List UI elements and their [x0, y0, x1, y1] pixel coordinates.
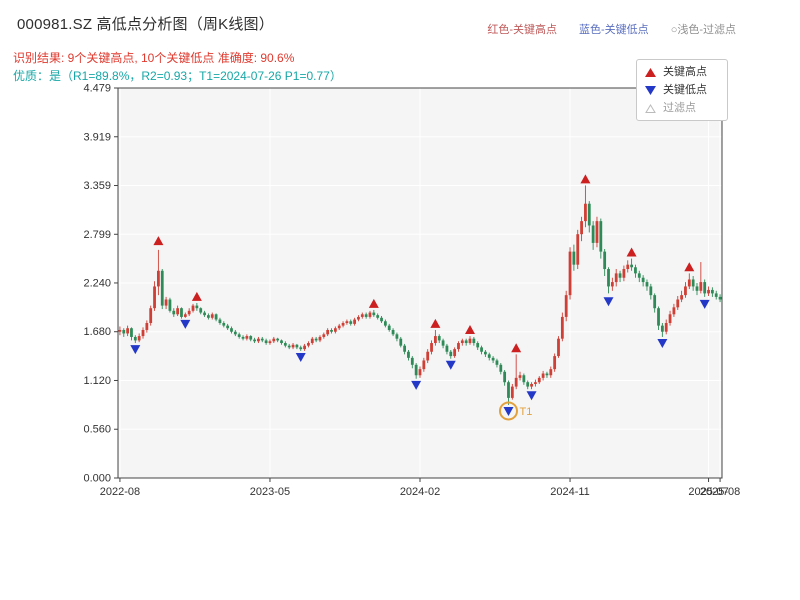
- legend-item-filtered: 过滤点: [644, 101, 720, 115]
- legend-label-filtered: 过滤点: [663, 102, 696, 114]
- y-tick-label: 2.799: [83, 229, 111, 241]
- key-low-markers: T1: [130, 297, 710, 421]
- chart-legend: 关键高点 关键低点 过滤点: [636, 59, 728, 121]
- key-high-marker: [368, 298, 379, 308]
- legend-item-key-low: 关键低点: [644, 83, 720, 97]
- key-low-marker: [295, 352, 306, 362]
- x-tick-label: 2025-08: [700, 486, 740, 498]
- x-tick-label: 2024-02: [400, 486, 440, 498]
- inline-legend-key-high: 红色-关键高点: [487, 24, 558, 36]
- filtered-legend-icon: [645, 103, 656, 113]
- legend-label-key-high: 关键高点: [663, 66, 707, 78]
- key-high-marker: [511, 343, 522, 353]
- key-high-marker: [626, 247, 637, 257]
- key-low-marker: [699, 299, 710, 309]
- key-high-marker: [191, 291, 202, 301]
- key-low-marker: [445, 360, 456, 370]
- inline-legend-filtered: ○浅色-过滤点: [670, 24, 736, 36]
- key-low-marker: [411, 380, 422, 390]
- key-high-marker: [684, 262, 695, 272]
- inline-color-legend: 红色-关键高点 蓝色-关键低点 ○浅色-过滤点: [487, 21, 736, 37]
- y-tick-label: 0.000: [83, 473, 111, 485]
- key-high-marker: [153, 236, 164, 246]
- inline-legend-key-low: 蓝色-关键低点: [579, 24, 649, 36]
- key-low-marker: [130, 345, 141, 355]
- key-low-marker: [180, 319, 191, 329]
- y-tick-label: 3.919: [83, 131, 111, 143]
- t1-highlight-circle: [498, 401, 518, 421]
- key-high-marker: [580, 174, 591, 184]
- key-high-marker: [465, 324, 476, 334]
- axis-labels: 0.000 0.560 1.120 1.680 2.240 2.799 3.359 3.919…: [83, 83, 740, 499]
- key-low-marker: [526, 391, 537, 401]
- y-tick-label: 0.560: [83, 424, 111, 436]
- quality-assessment-text: 优质：是（R1=89.8%，R2=0.93；T1=2024-07-26 P1=0…: [13, 69, 342, 83]
- key-high-legend-icon: [645, 67, 656, 77]
- y-tick-label: 1.120: [83, 375, 111, 387]
- x-tick-label: 2022-08: [100, 486, 140, 498]
- key-low-marker: [657, 339, 668, 349]
- key-low-marker: [603, 297, 614, 307]
- y-tick-label: 3.359: [83, 180, 111, 192]
- key-low-legend-icon: [645, 85, 656, 95]
- legend-item-key-high: 关键高点: [644, 65, 720, 79]
- recognition-result-text: 识别结果: 9个关键高点, 10个关键低点 准确度: 90.6%: [13, 51, 295, 65]
- y-tick-label: 1.680: [83, 326, 111, 338]
- candles: [118, 185, 722, 405]
- y-tick-label: 4.479: [83, 83, 111, 95]
- x-tick-label: 2024-11: [550, 486, 590, 498]
- key-high-marker: [430, 318, 441, 328]
- page-title: 000981.SZ 高低点分析图（周K线图）: [17, 16, 274, 33]
- y-tick-label: 2.240: [83, 277, 111, 289]
- key-low-marker: [503, 406, 514, 416]
- key-high-markers: [153, 174, 695, 353]
- x-tick-label: 2025-07: [688, 486, 728, 498]
- x-tick-label: 2023-05: [250, 486, 290, 498]
- legend-label-key-low: 关键低点: [663, 84, 707, 96]
- t1-label: T1: [519, 406, 532, 418]
